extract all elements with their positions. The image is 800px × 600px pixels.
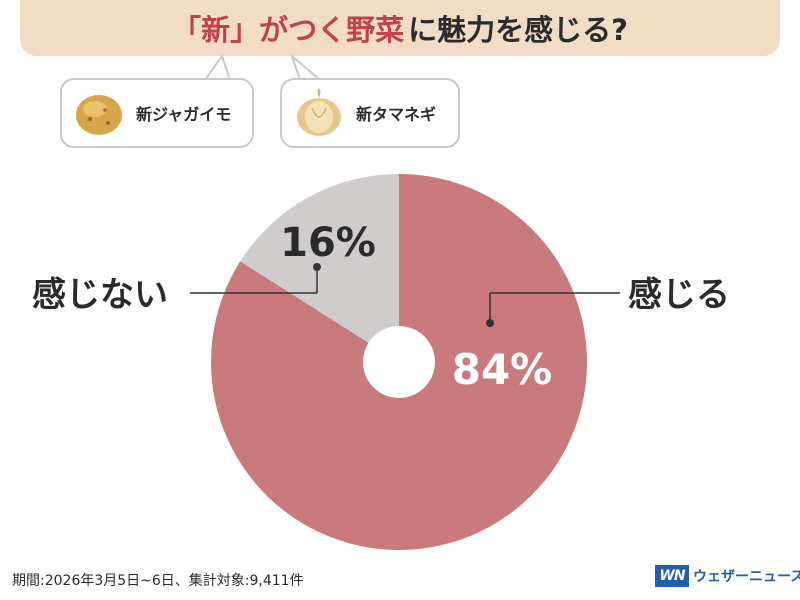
title-rest: に魅力を感じる? [408,13,628,47]
onion-icon [297,88,341,136]
vegetable-card-onion: 新タマネギ [280,78,460,148]
brand-logo: WN [655,565,689,587]
donut-hole [363,326,435,398]
vegetable-card-potato: 新ジャガイモ [60,78,254,148]
leader-dot-no [313,263,321,271]
vegetable-label: 新ジャガイモ [136,105,232,124]
brand: WN ウェザーニュース [655,563,800,589]
survey-note: 期間:2026年3月5日~6日、集計対象:9,411件 [12,573,304,589]
slice-value-label: 84% [452,345,553,394]
brand-name: ウェザーニュース [693,569,800,585]
vegetable-label: 新タマネギ [356,105,437,124]
slice-category-label: 感じない [32,275,168,315]
title-accent: 「新」がつく野菜 [172,13,405,47]
potato-icon [76,95,122,135]
title-banner: 「新」がつく野菜 に魅力を感じる? [20,0,780,56]
leader-dot-yes [486,319,494,327]
chart-title: 「新」がつく野菜 に魅力を感じる? [20,0,780,56]
slice-category-label: 感じる [628,275,730,315]
slice-value-label: 16% [280,220,376,266]
